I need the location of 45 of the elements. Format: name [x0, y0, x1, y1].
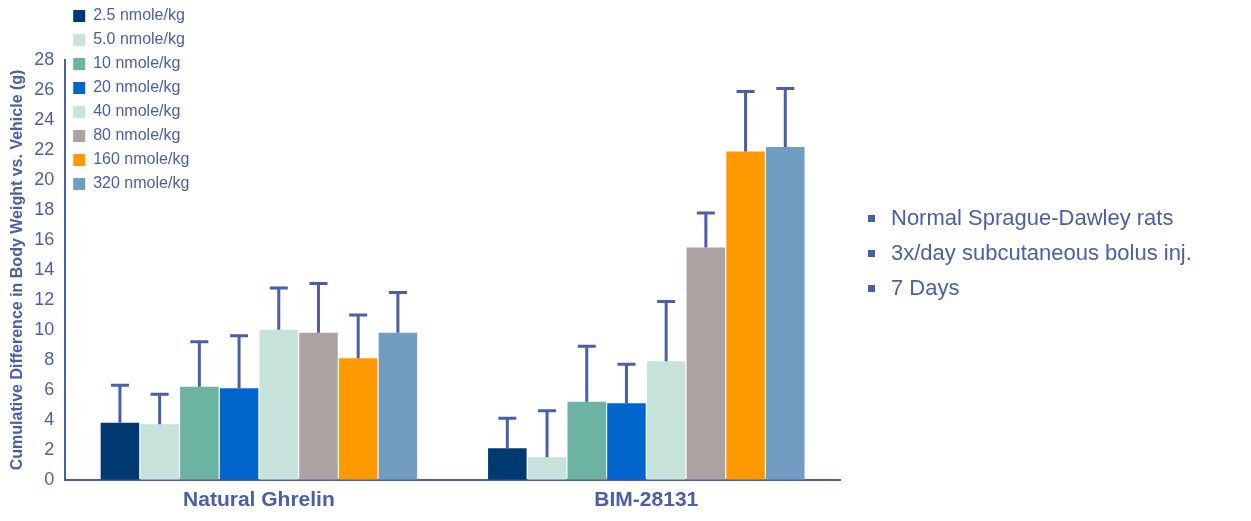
bar: [726, 151, 765, 480]
legend-label: 10 nmole/kg: [93, 54, 181, 72]
text: 3x/day subcutaneous bolus inj.: [891, 240, 1192, 266]
bar: [140, 424, 179, 480]
y-tick-label: 22: [34, 138, 55, 159]
bar: [607, 403, 646, 480]
text: Normal Sprague-Dawley rats: [891, 205, 1174, 231]
y-tick-label: 14: [34, 258, 55, 279]
x-tick-label: Natural Ghrelin: [183, 487, 335, 511]
y-tick-label: 4: [44, 408, 55, 429]
y-tick-label: 6: [44, 378, 55, 399]
bar: [646, 361, 686, 480]
bar: [259, 329, 299, 480]
y-tick-label: 16: [34, 228, 55, 249]
legend-label: 160 nmole/kg: [93, 150, 190, 168]
y-tick-label: 20: [34, 168, 55, 189]
bar: [527, 457, 567, 480]
y-tick-label: 18: [34, 198, 55, 219]
legend-label: 20 nmole/kg: [93, 78, 181, 96]
bar: [100, 422, 140, 480]
bar: [180, 386, 219, 480]
bar: [219, 388, 259, 480]
legend-label: 40 nmole/kg: [93, 102, 181, 120]
y-tick-label: 12: [34, 288, 55, 309]
bar: [299, 332, 338, 480]
legend-label: 80 nmole/kg: [93, 126, 181, 144]
bar: [338, 358, 378, 480]
bar: [488, 448, 527, 480]
y-tick-label: 24: [34, 108, 55, 129]
y-tick-label: 10: [34, 318, 55, 339]
y-tick-label: 0: [44, 468, 55, 489]
y-tick-label: 8: [44, 348, 55, 369]
bar: [567, 401, 606, 480]
legend-label: 2.5 nmole/kg: [93, 6, 185, 24]
y-tick-label: 26: [34, 78, 55, 99]
bar: [378, 332, 418, 480]
text: 7 Days: [891, 275, 960, 301]
y-tick-label: 2: [44, 438, 55, 459]
y-tick-label: 28: [34, 48, 55, 69]
y-axis-title: Cumulative Difference in Body Weight vs. Vehicle (g): [8, 69, 26, 471]
x-tick-label: BIM-28131: [594, 487, 699, 511]
bar: [686, 247, 726, 480]
legend-label: 320 nmole/kg: [93, 174, 190, 192]
bar: [766, 146, 805, 480]
legend-label: 5.0 nmole/kg: [93, 30, 185, 48]
